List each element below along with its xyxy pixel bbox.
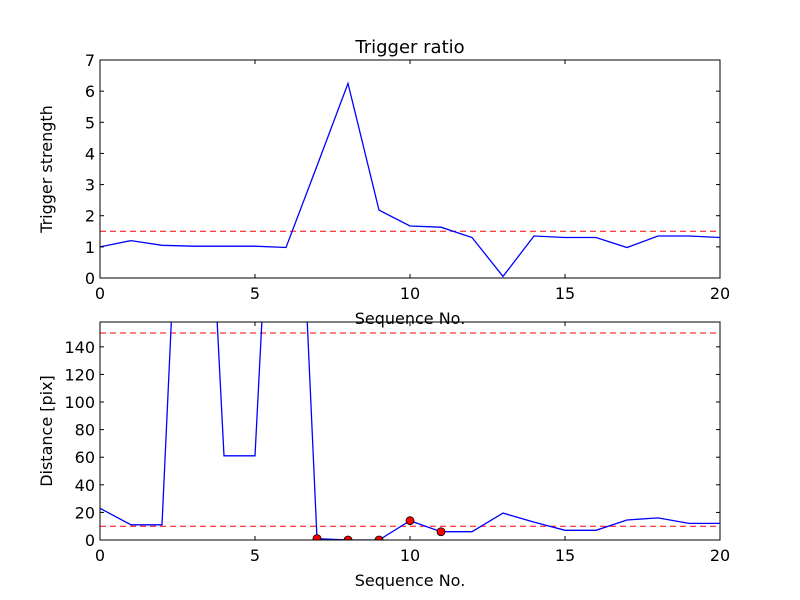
x-axis-label: Sequence No.	[355, 571, 466, 590]
x-tick-label: 0	[95, 546, 105, 565]
x-tick-label: 5	[250, 546, 260, 565]
y-tick-label: 7	[85, 51, 95, 70]
y-tick-label: 4	[85, 144, 95, 163]
y-tick-label: 120	[64, 365, 95, 384]
plot-frame	[99, 321, 721, 541]
y-tick-label: 5	[85, 113, 95, 132]
y-tick-label: 0	[85, 531, 95, 550]
plot-area	[100, 322, 720, 540]
plot-area	[100, 81, 720, 278]
y-tick-label: 80	[75, 421, 95, 440]
y-tick-label: 6	[85, 82, 95, 101]
y-tick-label: 1	[85, 238, 95, 257]
chart-title: Trigger ratio	[354, 37, 464, 58]
series-line	[100, 322, 720, 540]
data-point-marker	[436, 527, 446, 537]
y-tick-label: 20	[75, 503, 95, 522]
x-tick-label: 0	[95, 284, 105, 303]
plot-frame	[99, 59, 721, 279]
x-tick-label: 10	[400, 284, 420, 303]
x-tick-label: 10	[400, 546, 420, 565]
x-tick-label: 20	[710, 284, 730, 303]
series-line	[100, 81, 720, 278]
x-tick-label: 20	[710, 546, 730, 565]
y-tick-label: 2	[85, 207, 95, 226]
y-tick-label: 40	[75, 476, 95, 495]
y-axis-label: Distance [pix]	[37, 375, 56, 487]
data-point-marker	[312, 534, 322, 540]
x-axis-label: Sequence No.	[355, 309, 466, 328]
distance-chart: 0 5 10 15 20 0 20 40 60 80 100 120 140 Sequence No. Di…	[37, 321, 730, 590]
y-tick-label: 3	[85, 176, 95, 195]
trigger-ratio-chart: 0 5 10 15 20 0 1 2 3 4 5 6 7 Sequence No. Trigger stre…	[37, 51, 730, 328]
y-tick-label: 100	[64, 393, 95, 412]
y-tick-label: 60	[75, 448, 95, 467]
data-point-marker	[343, 535, 353, 540]
y-tick-label: 140	[64, 338, 95, 357]
y-tick-label: 0	[85, 269, 95, 288]
y-axis-label: Trigger strength	[37, 105, 56, 234]
x-tick-label: 15	[555, 546, 575, 565]
data-point-marker	[374, 535, 384, 540]
x-tick-label: 15	[555, 284, 575, 303]
data-point-marker	[405, 516, 415, 526]
x-tick-label: 5	[250, 284, 260, 303]
